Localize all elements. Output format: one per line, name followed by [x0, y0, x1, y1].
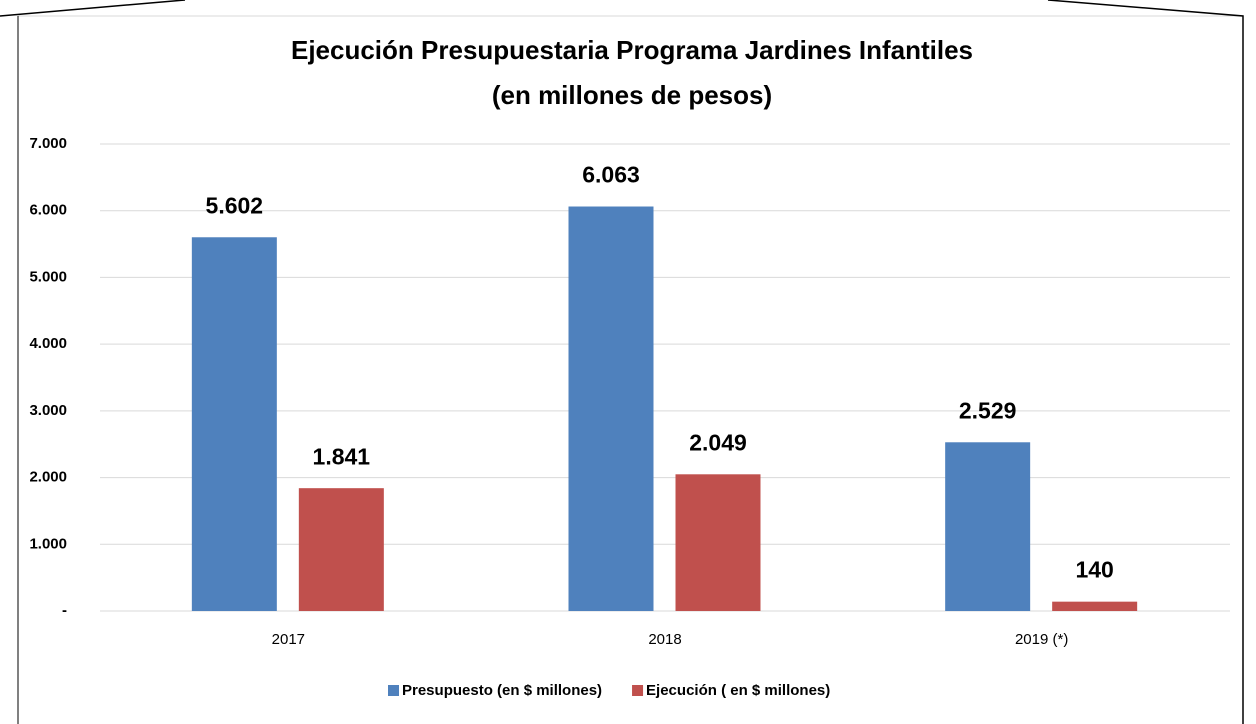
data-label: 140: [1075, 557, 1113, 583]
chart-title: Ejecución Presupuestaria Programa Jardin…: [291, 35, 973, 65]
bar: [298, 488, 384, 611]
legend-label: Ejecución ( en $ millones): [646, 682, 830, 699]
y-tick-label: 5.000: [29, 268, 67, 285]
y-tick-label: -: [62, 602, 67, 619]
y-tick-label: 3.000: [29, 402, 67, 419]
bar: [1052, 601, 1138, 611]
x-tick-label: 2019 (*): [1015, 631, 1068, 648]
bar: [675, 474, 761, 611]
data-label: 6.063: [582, 162, 640, 188]
y-tick-label: 1.000: [29, 535, 67, 552]
legend-swatch: [388, 685, 399, 696]
legend-label: Presupuesto (en $ millones): [402, 682, 602, 699]
legend-swatch: [632, 685, 644, 696]
bar: [191, 237, 277, 611]
y-tick-label: 6.000: [29, 202, 67, 219]
chart-subtitle: (en millones de pesos): [492, 80, 772, 110]
y-tick-label: 4.000: [29, 335, 67, 352]
data-label: 5.602: [206, 192, 264, 218]
y-tick-label: 2.000: [29, 469, 67, 486]
data-label: 1.841: [313, 443, 371, 469]
x-tick-label: 2017: [272, 631, 305, 648]
y-tick-label: 7.000: [29, 135, 67, 152]
bar: [945, 442, 1031, 611]
bar: [568, 206, 654, 611]
data-label: 2.529: [959, 397, 1017, 423]
x-tick-label: 2018: [648, 631, 681, 648]
data-label: 2.049: [689, 429, 747, 455]
frame-edge: [1047, 0, 1244, 724]
frame-edge: [0, 0, 186, 17]
